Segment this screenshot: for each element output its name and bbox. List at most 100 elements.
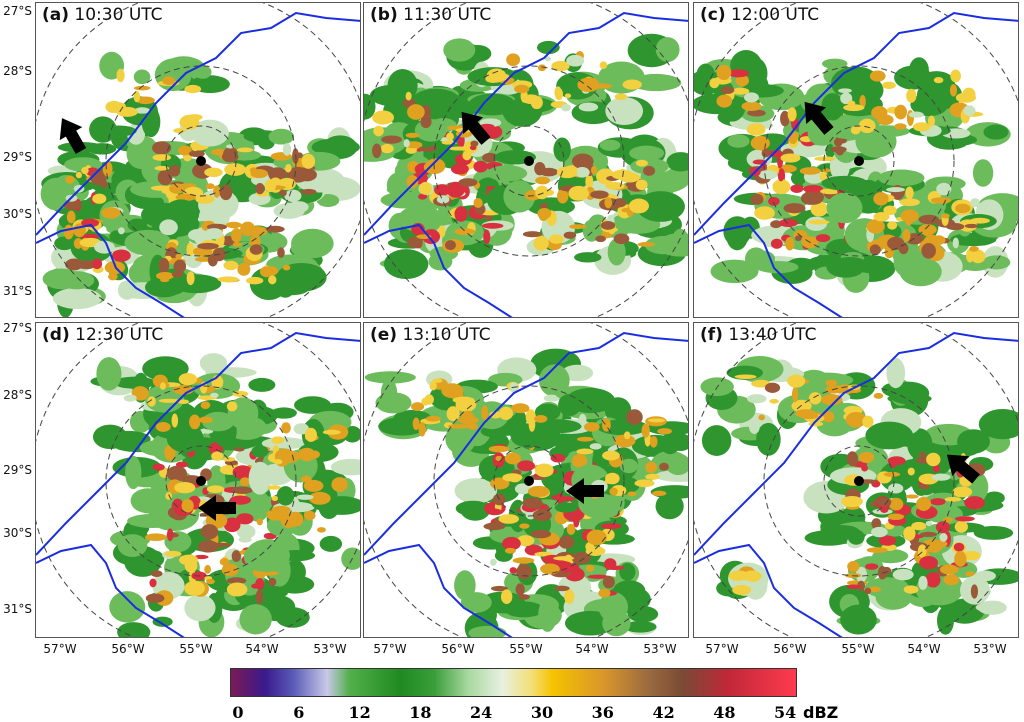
echo-core [566, 523, 576, 535]
echo-core [188, 150, 205, 158]
echo-core [149, 578, 157, 588]
echo-core [611, 169, 633, 180]
echo-weak [54, 236, 75, 251]
echo-core [277, 247, 285, 258]
colorbar [230, 668, 797, 697]
echo-core [540, 563, 560, 575]
echo-core [925, 572, 941, 588]
panel-label: (b) 11:30 UTC [370, 5, 491, 25]
echo-core [164, 550, 182, 557]
radar-panel-e: (e) 13:10 UTC [363, 322, 689, 638]
border-line-north [364, 331, 688, 556]
echo-core [590, 190, 609, 199]
echo-core [887, 221, 898, 230]
echo-core [282, 264, 291, 271]
echo-weak [599, 139, 621, 151]
echo-core [551, 60, 570, 72]
echo-core [232, 242, 242, 247]
echo-core [287, 511, 304, 527]
echo-core [219, 184, 233, 201]
echo-core [224, 163, 247, 176]
echo-core [509, 567, 517, 574]
echo-core [883, 205, 897, 216]
echo-core [538, 209, 549, 221]
echo-core [637, 242, 655, 247]
echo-weak [248, 377, 276, 392]
echo-core [539, 505, 547, 510]
echo-core [819, 171, 829, 181]
echo-weak [124, 229, 172, 256]
echo-core [231, 486, 253, 495]
echo-core [754, 206, 775, 220]
echo-weak [605, 97, 644, 126]
echo-core [251, 583, 261, 589]
echo-core [614, 93, 628, 100]
echo-weak [598, 592, 629, 623]
echo-core [407, 236, 423, 248]
longitude-label: 57°W [373, 642, 407, 656]
echo-core [791, 118, 800, 131]
echo-core [600, 220, 616, 230]
echo-weak [629, 145, 665, 161]
echo-weak [665, 453, 688, 476]
echo-core [423, 160, 442, 174]
echo-core [628, 198, 649, 214]
echo-core [186, 242, 195, 257]
echo-core [162, 76, 176, 86]
panel-tag: (c) [700, 5, 726, 25]
echo-core [810, 201, 828, 217]
echo-core [498, 514, 519, 524]
echo-core [506, 53, 521, 67]
echo-core [238, 536, 252, 543]
echo-core [134, 85, 151, 91]
echo-core [301, 153, 316, 169]
echo-core [223, 517, 241, 533]
echo-core [418, 422, 426, 437]
echo-core [591, 535, 605, 543]
echo-core [237, 262, 251, 276]
echo-weak [802, 372, 854, 388]
echo-core [825, 379, 838, 386]
echo-core [903, 585, 919, 594]
echo-core [284, 189, 302, 202]
echo-weak [973, 525, 1014, 540]
echo-core [303, 479, 324, 492]
panel-time: 12:30 UTC [75, 325, 164, 345]
echo-core [485, 74, 501, 84]
radar-panel-a: (a) 10:30 UTC [35, 2, 361, 318]
echo-core [613, 233, 630, 245]
longitude-label: 56°W [111, 642, 145, 656]
echo-core [873, 192, 889, 206]
echo-core [63, 200, 81, 210]
echo-core [116, 68, 125, 83]
echo-weak [899, 257, 942, 287]
echo-core [930, 498, 946, 506]
echo-core [186, 271, 195, 286]
echo-core [549, 234, 564, 244]
echo-core [92, 193, 107, 204]
echo-core [155, 271, 174, 280]
echo-core [223, 147, 238, 160]
echo-core [75, 171, 82, 179]
panel-time: 11:30 UTC [403, 5, 492, 25]
echo-weak [454, 478, 498, 504]
echo-weak [660, 432, 680, 455]
echo-core [418, 193, 428, 200]
echo-weak [125, 455, 142, 490]
echo-weak [275, 607, 310, 628]
echo-core [918, 214, 940, 225]
border-line-south [364, 543, 513, 637]
echo-core [869, 244, 881, 256]
echo-core [73, 237, 83, 249]
echo-weak [201, 411, 235, 432]
echo-weak [92, 424, 128, 450]
echo-core [186, 117, 196, 125]
echo-core [645, 461, 658, 474]
echo-core [466, 422, 479, 430]
echo-core [732, 584, 752, 596]
radar-panel-d: (d) 12:30 UTC [35, 322, 361, 638]
echo-core [147, 396, 156, 407]
echo-core [504, 452, 521, 465]
radar-site-marker [196, 476, 206, 486]
echo-core [411, 402, 425, 412]
